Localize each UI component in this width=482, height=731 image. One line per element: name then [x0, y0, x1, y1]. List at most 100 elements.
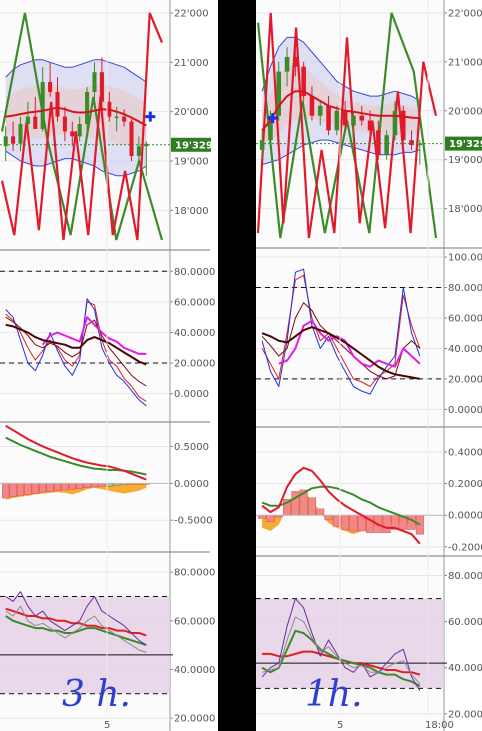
candle-body [376, 130, 381, 155]
last-price-label: 19'329 [449, 139, 482, 150]
y-tick-label: 20.0000 [448, 374, 482, 385]
series-line [261, 326, 421, 380]
histogram-bar [291, 491, 300, 516]
y-tick-label: 0.5000 [174, 442, 209, 453]
candle-body [359, 115, 365, 121]
y-tick-label: 80.0000 [174, 568, 215, 579]
histogram-bar [53, 483, 62, 491]
histogram-bar [324, 514, 333, 521]
histogram-bar [46, 483, 54, 492]
histogram-bar [332, 514, 341, 527]
candle-body [334, 110, 340, 131]
candle-body [301, 66, 306, 97]
y-tick-label: 60.0000 [174, 616, 215, 627]
candle-body [268, 115, 273, 141]
candle-body [136, 146, 141, 157]
candle-body [342, 110, 348, 126]
y-tick-label: 0.4000 [448, 447, 482, 458]
y-tick-label: 60.0000 [448, 617, 482, 628]
rsi-band [0, 596, 170, 694]
histogram-bar [31, 483, 39, 494]
candle-body [293, 56, 298, 67]
bollinger-upper [5, 59, 147, 83]
candle-body [33, 116, 38, 129]
candle-body [70, 131, 75, 137]
histogram-bar [39, 483, 47, 493]
series-line [261, 598, 421, 691]
y-tick-label: 0.0000 [448, 405, 482, 416]
zigzag-red-line [0, 12, 164, 241]
histogram-bar [16, 483, 25, 497]
panel-macd: 0.5000 0.0000 -0.5000 [0, 421, 213, 527]
histogram-bar [341, 514, 350, 530]
x-tick-label: 5 [104, 720, 110, 731]
panel-oscillator: 80.0000 60.0000 40.0000 20.0000 0.0000 [0, 249, 215, 407]
candle-body [92, 72, 97, 92]
candle-body [114, 116, 119, 119]
y-tick-label: 20.0000 [174, 714, 215, 725]
histogram-bar [2, 483, 10, 499]
y-tick-label: 0.0000 [174, 479, 209, 490]
panel-rsi: 80.0000 60.0000 40.0000 20.0000 [256, 555, 482, 720]
y-tick-label: 20'000 [174, 107, 209, 118]
series-line [5, 591, 147, 646]
handwritten-note-1h: 1h. [305, 674, 363, 715]
left-chart-view: 22'000 21'000 20'000 19'000 18'000 19'329 80.0… [0, 0, 215, 731]
y-tick-label: 0.0000 [174, 389, 209, 400]
series-line [278, 320, 421, 368]
y-tick-label: 0.2000 [448, 479, 482, 490]
histogram-bar [61, 483, 69, 491]
y-tick-label: 60.0000 [448, 313, 482, 324]
panel-price: 22'000 21'000 20'000 19'000 18'000 19'329 [0, 8, 213, 241]
y-tick-label: 0.0000 [448, 511, 482, 522]
candle-body [129, 121, 134, 157]
panel-macd: 0.4000 0.2000 0.0000 -0.2000 [256, 426, 482, 553]
series-line [5, 298, 147, 407]
histogram-bar [24, 483, 32, 495]
y-tick-label: 21'000 [174, 58, 209, 69]
candle-body [55, 91, 60, 117]
last-price-label: 19'329 [175, 140, 213, 151]
macd-line [5, 424, 147, 481]
candle-body [48, 82, 53, 92]
zigzag-green-line [0, 12, 164, 241]
candle-body [351, 115, 356, 126]
right-chart-view: 22'000 21'000 20'000 19'000 18'000 19'329 100.… [256, 0, 482, 731]
series-line [5, 301, 147, 402]
y-tick-label: 19'000 [448, 155, 482, 166]
y-tick-label: 40.0000 [174, 665, 215, 676]
series-line [5, 323, 147, 366]
histogram-bar [316, 508, 325, 516]
y-tick-label: 40.0000 [448, 344, 482, 355]
histogram-bar [68, 483, 76, 490]
candle-body [276, 71, 282, 116]
blue-cross-marker [145, 111, 156, 122]
candle-body [144, 143, 149, 147]
zigzag-red-line [256, 12, 438, 239]
y-tick-label: 20.0000 [174, 359, 215, 370]
y-tick-label: 22'000 [448, 8, 482, 19]
candle-body [3, 136, 8, 147]
x-tick-label: 5 [337, 720, 343, 731]
last-price-badge [171, 137, 211, 152]
series-line [5, 615, 147, 647]
candle-body [40, 82, 45, 129]
y-tick-label: -0.5000 [174, 516, 213, 527]
y-tick-label: 19'000 [174, 157, 209, 168]
series-line [261, 268, 421, 395]
y-tick-label: 18'000 [174, 206, 209, 217]
candle-body [326, 105, 331, 131]
y-tick-label: 20.0000 [448, 709, 482, 720]
candle-body [122, 116, 127, 122]
candle-body [309, 96, 315, 116]
histogram-bar [90, 483, 99, 488]
bollinger-upper [261, 36, 421, 102]
series-line [261, 302, 421, 380]
candle-body [99, 72, 104, 102]
candle-body [409, 140, 414, 146]
candle-body [417, 143, 423, 146]
y-tick-label: 60.0000 [174, 297, 215, 308]
y-tick-label: 18'000 [448, 204, 482, 215]
candle-body [259, 140, 265, 150]
moving-average-red [261, 90, 420, 131]
